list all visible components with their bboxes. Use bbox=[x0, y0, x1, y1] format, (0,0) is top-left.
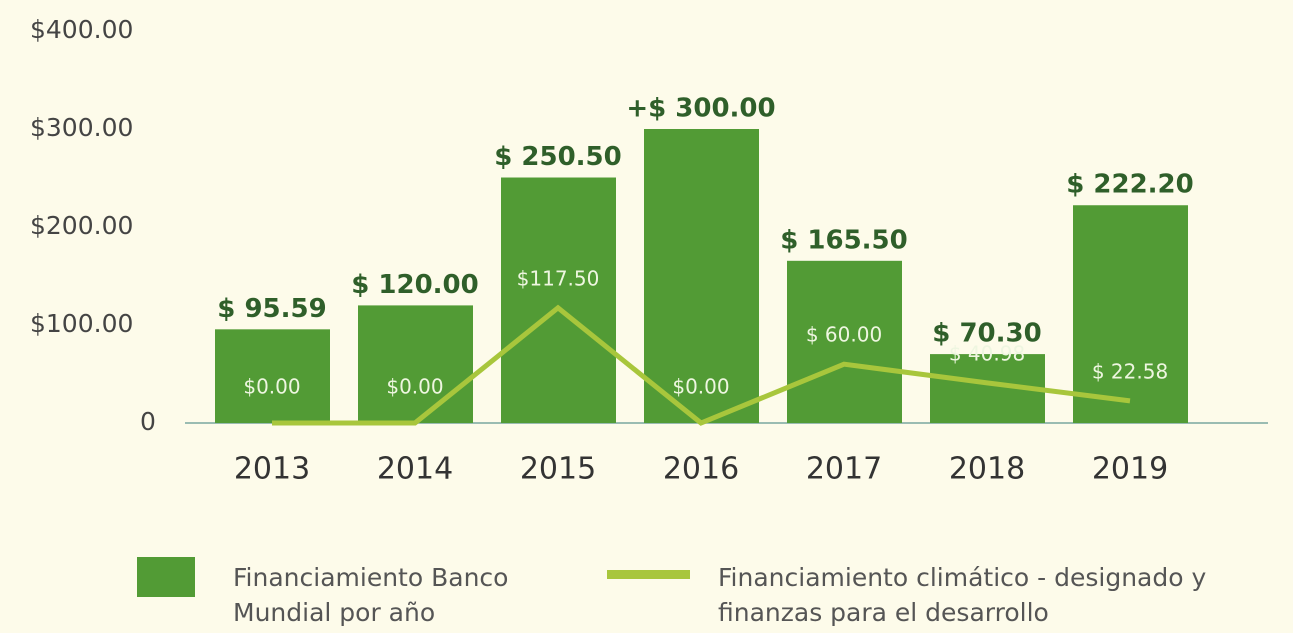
x-tick-label: 2013 bbox=[234, 452, 310, 487]
bar bbox=[1073, 205, 1188, 423]
x-tick-label: 2016 bbox=[663, 452, 739, 487]
bar bbox=[215, 329, 330, 423]
x-tick-label: 2018 bbox=[949, 452, 1025, 487]
legend-label: Financiamiento climático - designado y f… bbox=[718, 563, 1207, 627]
y-tick-label: $400.00 bbox=[30, 15, 133, 44]
legend-label: Financiamiento Banco Mundial por año bbox=[233, 563, 509, 627]
x-tick-label: 2015 bbox=[520, 452, 596, 487]
line-value-label: $ 60.00 bbox=[806, 323, 882, 347]
y-tick-label: $200.00 bbox=[30, 211, 133, 240]
y-tick-label: $300.00 bbox=[30, 113, 133, 142]
legend-swatch bbox=[607, 570, 690, 579]
bar-value-label: $ 70.30 bbox=[932, 319, 1041, 349]
line-value-label: $ 40.98 bbox=[949, 341, 1025, 365]
y-tick-label: 0 bbox=[140, 407, 156, 436]
line-value-label: $ 22.58 bbox=[1092, 359, 1168, 383]
bar bbox=[358, 305, 473, 423]
line-value-label: $117.50 bbox=[517, 266, 600, 290]
bar bbox=[644, 129, 759, 423]
x-tick-label: 2014 bbox=[377, 452, 453, 487]
bar bbox=[501, 177, 616, 423]
line bbox=[272, 304, 1131, 426]
x-tick-label: 2017 bbox=[806, 452, 882, 487]
legend-swatch bbox=[137, 557, 195, 597]
line-value-label: $0.00 bbox=[672, 375, 729, 399]
x-tick-label: 2019 bbox=[1092, 452, 1168, 487]
bar-value-label: $ 95.59 bbox=[217, 294, 326, 324]
line-value-label: $0.00 bbox=[386, 375, 443, 399]
bar-value-label: $ 165.50 bbox=[780, 225, 907, 255]
bar-value-label: $ 250.50 bbox=[494, 142, 621, 172]
line-value-label: $0.00 bbox=[243, 375, 300, 399]
bar bbox=[787, 260, 902, 423]
bar-value-label: $ 222.20 bbox=[1066, 170, 1193, 200]
bar-value-label: $ 120.00 bbox=[351, 270, 478, 300]
y-tick-label: $100.00 bbox=[30, 309, 133, 338]
bar-value-label: +$ 300.00 bbox=[626, 94, 775, 124]
